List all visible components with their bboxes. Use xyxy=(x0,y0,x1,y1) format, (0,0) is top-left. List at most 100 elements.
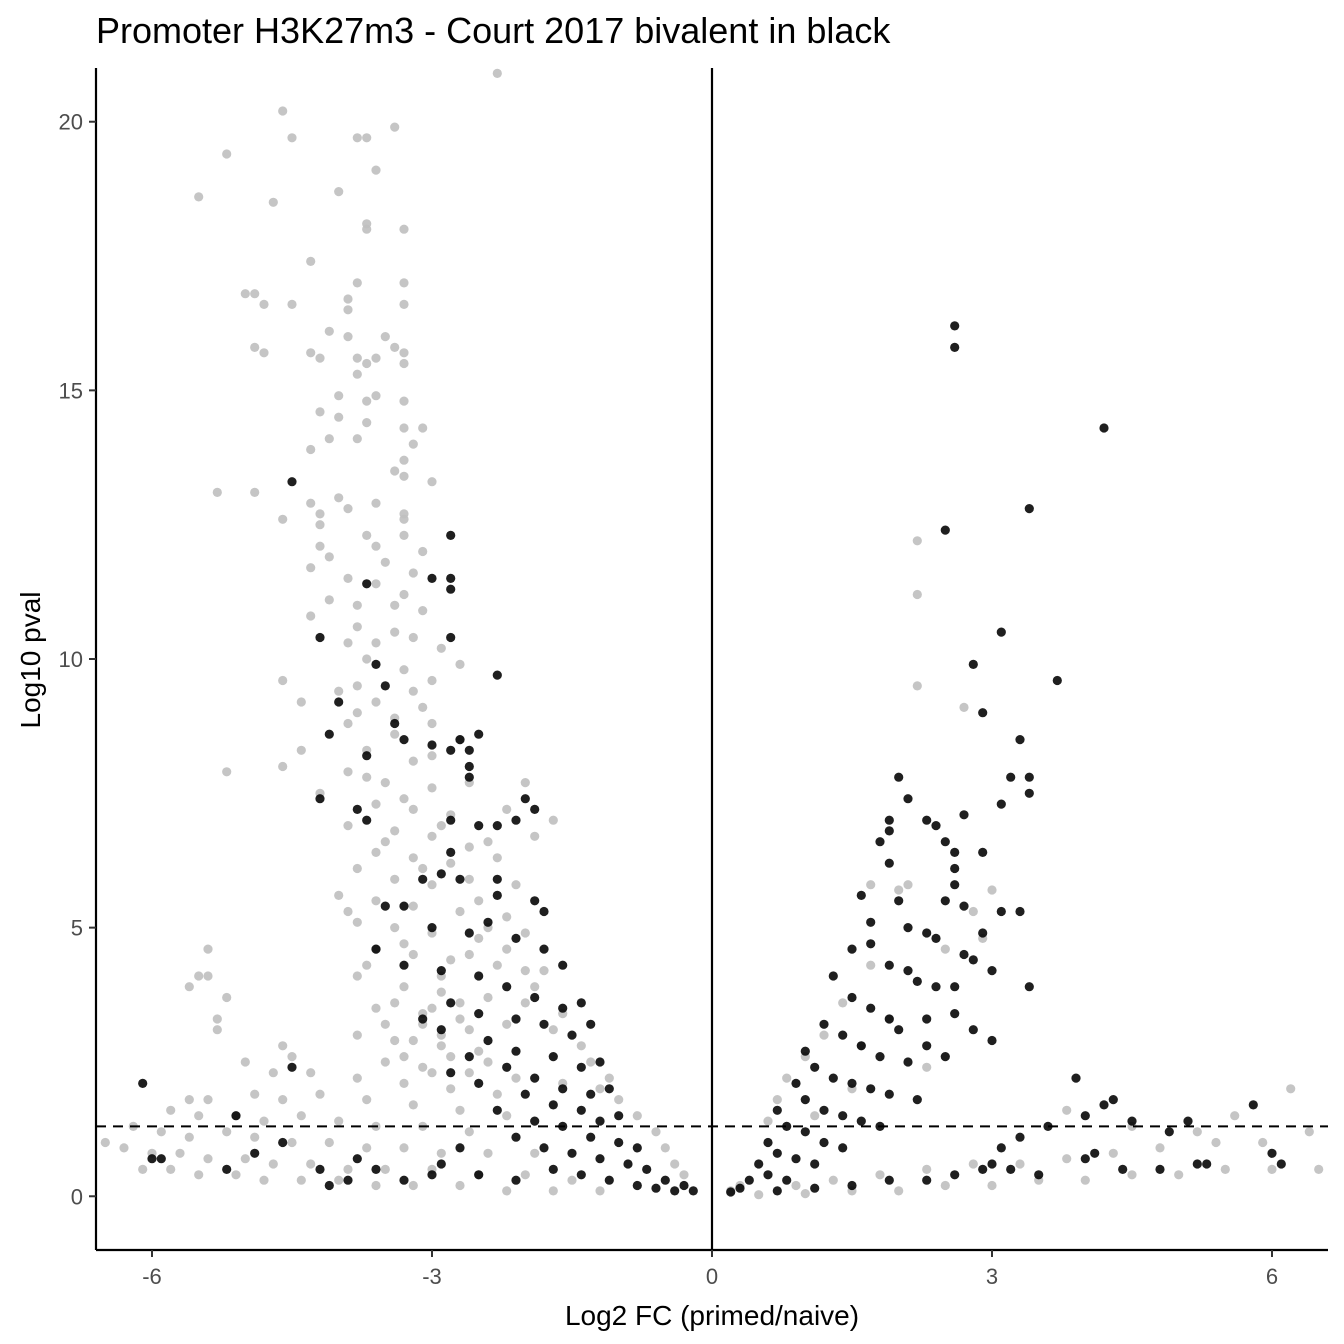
gene-point xyxy=(362,418,372,428)
gene-point xyxy=(315,509,325,519)
gene-point xyxy=(399,396,409,406)
bivalent-point xyxy=(343,1175,353,1185)
gene-point xyxy=(446,858,456,868)
gene-point xyxy=(1127,1170,1137,1180)
bivalent-point xyxy=(800,1127,810,1137)
bivalent-point xyxy=(1015,735,1025,745)
gene-point xyxy=(296,745,306,755)
bivalent-point xyxy=(856,1116,866,1126)
gene-point xyxy=(464,1068,474,1078)
bivalent-point xyxy=(436,869,446,879)
gene-point xyxy=(138,1164,148,1174)
gene-point xyxy=(278,1095,288,1105)
bivalent-point xyxy=(474,1078,484,1088)
gene-point xyxy=(446,955,456,965)
gene-point xyxy=(390,874,400,884)
bivalent-point xyxy=(1080,1154,1090,1164)
bivalent-point xyxy=(455,1143,465,1153)
gene-point xyxy=(940,1180,950,1191)
gene-point xyxy=(352,681,362,691)
x-tick-label: -3 xyxy=(422,1264,442,1289)
bivalent-point xyxy=(1052,675,1062,686)
gene-point xyxy=(399,278,409,288)
bivalent-point xyxy=(670,1186,680,1196)
gene-point xyxy=(912,681,922,691)
bivalent-point xyxy=(931,821,941,831)
gene-point xyxy=(259,1116,269,1126)
gene-point xyxy=(502,944,512,954)
bivalent-point xyxy=(418,874,428,884)
gene-point xyxy=(268,1068,278,1078)
bivalent-point xyxy=(810,1062,820,1072)
bivalent-point xyxy=(922,1014,932,1024)
gene-point xyxy=(371,391,381,401)
bivalent-point xyxy=(483,917,493,927)
bivalent-point xyxy=(800,1095,810,1105)
bivalent-point xyxy=(586,1019,596,1029)
bivalent-point xyxy=(968,1025,978,1035)
gene-point xyxy=(371,847,381,858)
bivalent-point xyxy=(492,890,502,901)
gene-point xyxy=(278,514,288,524)
bivalent-point xyxy=(679,1180,689,1191)
gene-point xyxy=(1258,1137,1268,1148)
gene-point xyxy=(259,299,269,309)
gene-point xyxy=(315,541,325,551)
gene-point xyxy=(446,1084,456,1094)
bivalent-point xyxy=(819,1019,829,1029)
gene-point xyxy=(352,133,362,143)
bivalent-point xyxy=(427,1170,437,1180)
bivalent-point xyxy=(940,525,950,535)
gene-point xyxy=(483,1148,493,1158)
gene-point xyxy=(259,1175,269,1185)
reference-lines xyxy=(96,68,1328,1250)
bivalent-point xyxy=(287,1062,297,1072)
bivalent-point xyxy=(950,321,960,331)
gene-point xyxy=(408,1035,418,1046)
gene-point xyxy=(352,622,362,632)
gene-point xyxy=(390,600,400,610)
gene-point xyxy=(464,949,474,960)
gene-point xyxy=(371,579,381,589)
bivalent-point xyxy=(754,1159,764,1169)
gene-point xyxy=(418,546,428,557)
gene-point xyxy=(324,552,334,562)
gene-point xyxy=(343,767,353,777)
gene-point xyxy=(819,1030,829,1040)
gene-point xyxy=(418,606,428,616)
bivalent-point xyxy=(492,1105,502,1115)
gene-point xyxy=(436,821,446,831)
gene-point xyxy=(483,1057,493,1067)
bivalent-point xyxy=(950,863,960,874)
bivalent-point xyxy=(856,890,866,901)
bivalent-point xyxy=(968,659,978,670)
points-layer xyxy=(100,68,1324,1200)
bivalent-point xyxy=(539,1019,549,1029)
bivalent-point xyxy=(1276,1159,1286,1169)
bivalent-point xyxy=(530,896,540,906)
bivalent-point xyxy=(436,1025,446,1035)
bivalent-point xyxy=(1024,772,1034,782)
y-tick-label: 5 xyxy=(71,916,83,941)
bivalent-point xyxy=(614,1111,624,1121)
gene-point xyxy=(166,1164,176,1174)
x-axis-title: Log2 FC (primed/naive) xyxy=(565,1300,859,1331)
gene-point xyxy=(530,982,540,992)
bivalent-point xyxy=(651,1183,661,1193)
gene-point xyxy=(408,949,418,960)
bivalent-point xyxy=(819,1105,829,1115)
bivalent-point xyxy=(894,896,904,906)
gene-point xyxy=(502,1111,512,1121)
gene-point xyxy=(436,1148,446,1158)
bivalent-point xyxy=(558,960,568,970)
gene-point xyxy=(399,982,409,992)
gene-point xyxy=(1062,1154,1072,1164)
gene-point xyxy=(595,1186,605,1196)
bivalent-point xyxy=(586,1089,596,1099)
bivalent-point xyxy=(567,1148,577,1158)
gene-point xyxy=(343,821,353,831)
gene-point xyxy=(371,498,381,508)
bivalent-point xyxy=(427,573,437,584)
gene-point xyxy=(362,960,372,970)
gene-point xyxy=(968,906,978,917)
